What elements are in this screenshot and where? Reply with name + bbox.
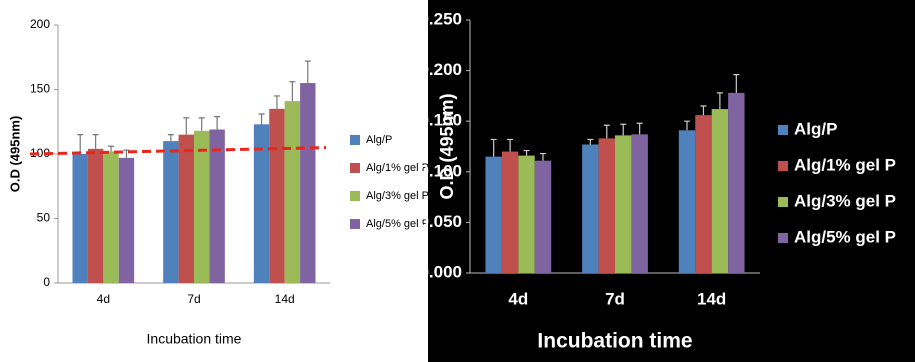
y-tick-label: 150 bbox=[30, 82, 50, 96]
error-bar bbox=[198, 117, 205, 131]
error-bar bbox=[123, 149, 130, 158]
legend-swatch bbox=[350, 135, 360, 145]
bar bbox=[711, 109, 729, 273]
error-bar bbox=[733, 74, 740, 93]
error-bar bbox=[507, 138, 514, 152]
legend-label: Alg/P bbox=[794, 119, 837, 138]
legend-label: Alg/1% gel P bbox=[794, 155, 896, 174]
bar bbox=[269, 108, 285, 283]
bar bbox=[87, 148, 104, 283]
x-tick-label: 7d bbox=[187, 292, 200, 306]
bar bbox=[178, 134, 194, 283]
bar bbox=[695, 115, 712, 274]
bar bbox=[501, 151, 519, 273]
y-tick-label: 0 bbox=[43, 275, 50, 289]
bar bbox=[534, 160, 552, 273]
error-bar bbox=[77, 134, 84, 154]
y-tick-label: 0.150 bbox=[419, 111, 462, 130]
legend-label: Alg/3% gel P bbox=[366, 190, 429, 202]
bar bbox=[253, 124, 270, 283]
legend-swatch bbox=[350, 191, 360, 201]
legend-swatch bbox=[778, 161, 788, 171]
error-bar bbox=[700, 105, 707, 116]
legend-label: Alg/3% gel P bbox=[794, 191, 896, 210]
bar bbox=[103, 151, 119, 283]
legend-label: Alg/P bbox=[366, 134, 392, 146]
bar bbox=[118, 157, 135, 283]
bar bbox=[300, 83, 316, 283]
error-bar bbox=[214, 115, 221, 130]
error-bar bbox=[304, 60, 311, 84]
x-tick-label: 14d bbox=[275, 292, 295, 306]
y-tick-label: 0.000 bbox=[419, 262, 462, 281]
error-bar bbox=[289, 81, 296, 102]
bar bbox=[678, 130, 696, 273]
y-axis-label: O.D (495nm) bbox=[7, 116, 22, 193]
legend-swatch bbox=[778, 125, 788, 135]
bar bbox=[631, 134, 648, 273]
error-bar bbox=[523, 149, 530, 156]
error-bar bbox=[183, 117, 190, 135]
y-tick-label: 200 bbox=[30, 17, 50, 31]
error-bar bbox=[167, 134, 174, 142]
bar bbox=[485, 156, 502, 273]
x-axis-label: Incubation time bbox=[147, 331, 242, 347]
error-bar bbox=[108, 145, 115, 152]
bar bbox=[194, 130, 210, 283]
bar bbox=[163, 141, 179, 283]
error-bar bbox=[273, 95, 280, 109]
bar bbox=[518, 155, 535, 273]
error-bar bbox=[587, 138, 594, 145]
y-axis-label: O.D (495nm) bbox=[437, 93, 457, 199]
trend-line bbox=[29, 146, 327, 156]
legend-swatch bbox=[350, 219, 360, 229]
legend-label: Alg/5% gel P bbox=[794, 227, 896, 246]
y-tick-label: 0.250 bbox=[419, 9, 462, 28]
y-tick-label: 0.200 bbox=[419, 60, 462, 79]
error-bar bbox=[636, 122, 643, 135]
bar bbox=[209, 129, 225, 283]
error-bar bbox=[539, 152, 546, 161]
error-bar bbox=[620, 123, 627, 136]
legend-swatch bbox=[350, 163, 360, 173]
legend-swatch bbox=[778, 197, 788, 207]
error-bar bbox=[92, 134, 99, 149]
legend-label: Alg/1% gel P bbox=[366, 162, 429, 174]
bar bbox=[72, 154, 88, 283]
bar bbox=[728, 92, 745, 273]
bar bbox=[615, 135, 632, 273]
error-bar bbox=[258, 113, 265, 125]
x-tick-label: 7d bbox=[605, 289, 625, 308]
bar bbox=[598, 138, 615, 273]
legend-swatch bbox=[778, 233, 788, 243]
y-tick-label: 100 bbox=[30, 146, 50, 160]
bar bbox=[284, 101, 301, 283]
error-bar bbox=[490, 138, 497, 157]
bar bbox=[582, 144, 599, 273]
x-tick-label: 4d bbox=[508, 289, 528, 308]
y-tick-label: 0.050 bbox=[419, 212, 462, 231]
y-tick-label: 0.100 bbox=[419, 161, 462, 180]
legend-label: Alg/5% gel P bbox=[366, 218, 429, 230]
x-tick-label: 4d bbox=[97, 292, 110, 306]
y-tick-label: 50 bbox=[37, 211, 51, 225]
error-bar bbox=[684, 120, 691, 131]
error-bar bbox=[716, 92, 723, 110]
x-tick-label: 14d bbox=[697, 289, 726, 308]
error-bar bbox=[603, 124, 610, 139]
x-axis-label: Incubation time bbox=[537, 330, 692, 353]
